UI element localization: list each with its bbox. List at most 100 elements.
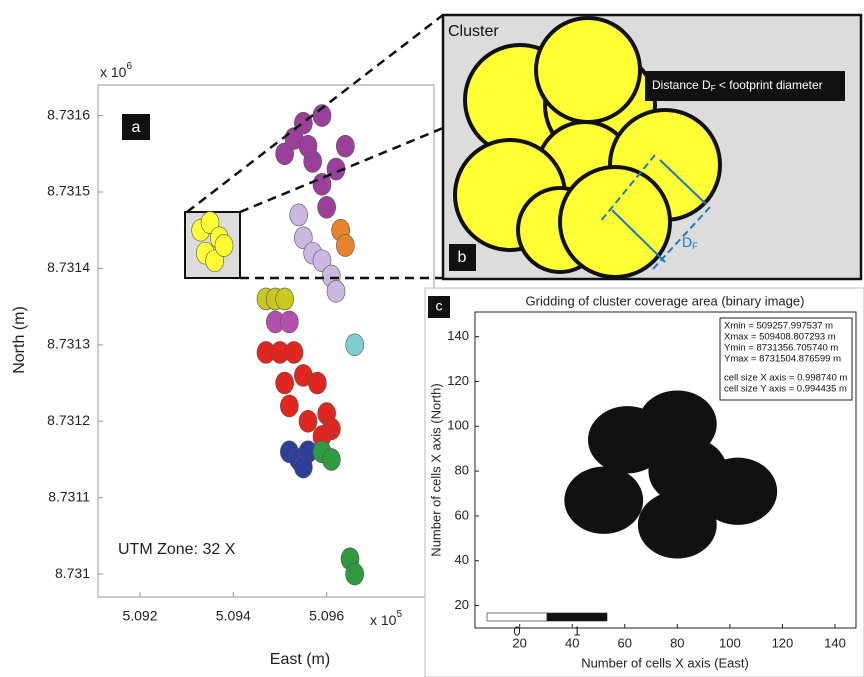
offset-base: x 10 [370, 612, 397, 628]
annotation: UTM Zone: 32 X [118, 541, 236, 558]
x-tick-label: 40 [565, 635, 579, 650]
colorbar-label: 1 [573, 623, 580, 638]
point [280, 310, 299, 334]
point [317, 195, 336, 219]
point [345, 562, 364, 586]
panel-label-box [122, 114, 150, 140]
dim-label: DF [682, 234, 698, 252]
y-tick-label: 100 [447, 418, 469, 433]
panel-c: c Gridding of cluster coverage area (bin… [424, 287, 864, 677]
y-tick-label: 8.731 [55, 565, 90, 581]
info-line: Ymin = 8731356.705740 m [724, 343, 838, 354]
y-tick-label: 8.7315 [47, 183, 90, 199]
panel-label: b [458, 249, 467, 266]
chart-title: Gridding of cluster coverage area (binar… [526, 293, 805, 308]
point [298, 409, 318, 433]
covered-cells [648, 437, 728, 505]
y-tick-label: 20 [455, 597, 469, 612]
note-box [645, 71, 845, 101]
point [312, 249, 332, 273]
inset-title: Cluster [448, 23, 499, 40]
point [280, 394, 299, 418]
y-tick-label: 80 [455, 463, 469, 478]
info-line: Xmin = 509257.997537 m [724, 321, 833, 332]
x-tick-label: 80 [670, 635, 684, 650]
dim-line [599, 154, 656, 223]
connector [239, 126, 444, 214]
y-tick-label: 140 [447, 328, 469, 343]
info-line: Xmax = 509408.807293 m [724, 332, 836, 343]
x-axis-label: East (m) [270, 651, 330, 668]
point [275, 287, 294, 311]
note-post: < footprint diameter [716, 78, 823, 92]
point [275, 142, 294, 166]
dim-arrow [611, 209, 666, 263]
y-tick-label: 8.7314 [47, 259, 90, 275]
panel-label: c [436, 298, 443, 314]
point [336, 134, 355, 158]
panel-a: a x 106 x 105 East (m) North (m) UTM Zon… [11, 61, 435, 668]
panel-label-box [449, 244, 476, 271]
note: Distance DF < footprint diameter [652, 78, 823, 93]
x-tick-label: 5.096 [309, 608, 344, 624]
dim-main: D [682, 234, 692, 250]
point [326, 280, 346, 303]
note-pre: Distance D [652, 78, 711, 92]
point [284, 341, 304, 364]
point [308, 371, 327, 395]
panel-label: a [132, 119, 141, 136]
dimension [599, 154, 711, 271]
offset-base: x 10 [100, 64, 127, 80]
covered-cells [637, 491, 717, 559]
x-tick-label: 60 [618, 635, 632, 650]
x-tick-label: 100 [719, 635, 741, 650]
colorbar-label: 0 [513, 623, 520, 638]
dim-sub: F [692, 241, 698, 251]
y-tick-label: 8.7316 [47, 106, 90, 122]
point [294, 455, 313, 479]
connector-lines [186, 14, 444, 280]
y-tick-label: 120 [447, 373, 469, 388]
point [275, 371, 294, 395]
dim-arrow [659, 159, 707, 205]
x-offset: x 105 [370, 609, 402, 628]
colorbar-swatch [486, 612, 548, 622]
info-line: Ymax = 8731504.876599 m [724, 354, 841, 365]
footprints [453, 16, 722, 279]
point [205, 249, 224, 273]
footprint [558, 165, 672, 279]
y-tick-label: 40 [455, 552, 469, 567]
point [294, 226, 313, 250]
point [298, 134, 318, 158]
y-tick-label: 60 [455, 507, 469, 522]
connector [186, 14, 444, 213]
x-tick-label: 5.092 [122, 608, 157, 624]
point [294, 111, 313, 135]
panel-b: DF Distance DF < footprint diameter Clus… [441, 13, 863, 281]
x-axis-label: Number of cells X axis (East) [581, 655, 749, 670]
info-line: cell size X axis = 0.998740 m [724, 373, 847, 384]
point [200, 211, 220, 234]
point [345, 333, 364, 357]
info-box [719, 317, 853, 401]
point [322, 448, 341, 471]
note-sub: F [711, 84, 716, 93]
y-tick-label: 8.7311 [48, 488, 90, 504]
x-tick-label: 20 [512, 635, 526, 650]
offset-exp: 5 [396, 609, 402, 620]
point [214, 234, 234, 257]
covered-cells [564, 466, 644, 534]
y-tick-label: 8.7312 [47, 412, 90, 428]
offset-exp: 6 [126, 61, 132, 72]
panel-label-box [428, 296, 450, 318]
y-axis-label: North (m) [11, 306, 28, 374]
point [336, 234, 355, 257]
x-tick-label: 120 [772, 635, 794, 650]
y-tick-label: 8.7313 [47, 336, 90, 352]
point [289, 203, 308, 227]
y-axis-label: Number of cells X axis (North) [428, 383, 443, 556]
y-offset: x 106 [100, 61, 132, 80]
info-line: cell size Y axis = 0.994435 m [724, 384, 847, 395]
colorbar-swatch [546, 612, 608, 622]
